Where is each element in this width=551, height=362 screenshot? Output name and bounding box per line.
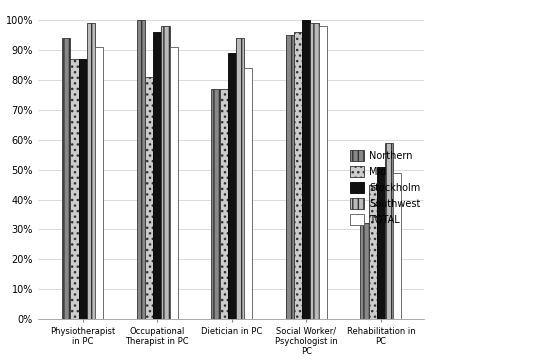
- Bar: [71, 59, 79, 319]
- Bar: [161, 26, 170, 319]
- Bar: [79, 59, 87, 319]
- Bar: [170, 47, 178, 319]
- Bar: [244, 68, 252, 319]
- Bar: [311, 24, 318, 319]
- Bar: [153, 33, 161, 319]
- Bar: [369, 185, 377, 319]
- Bar: [87, 24, 95, 319]
- Bar: [228, 53, 236, 319]
- Bar: [145, 77, 153, 319]
- Bar: [219, 89, 228, 319]
- Bar: [95, 47, 103, 319]
- Bar: [302, 21, 311, 319]
- Bar: [294, 33, 302, 319]
- Bar: [236, 38, 244, 319]
- Bar: [385, 143, 393, 319]
- Bar: [286, 35, 294, 319]
- Bar: [360, 223, 369, 319]
- Legend: Northern, Mid, Stockholm, Southwest, TOTAL: Northern, Mid, Stockholm, Southwest, TOT…: [348, 147, 423, 227]
- Bar: [211, 89, 219, 319]
- Bar: [62, 38, 71, 319]
- Bar: [393, 173, 402, 319]
- Bar: [137, 21, 145, 319]
- Bar: [318, 26, 327, 319]
- Bar: [377, 167, 385, 319]
